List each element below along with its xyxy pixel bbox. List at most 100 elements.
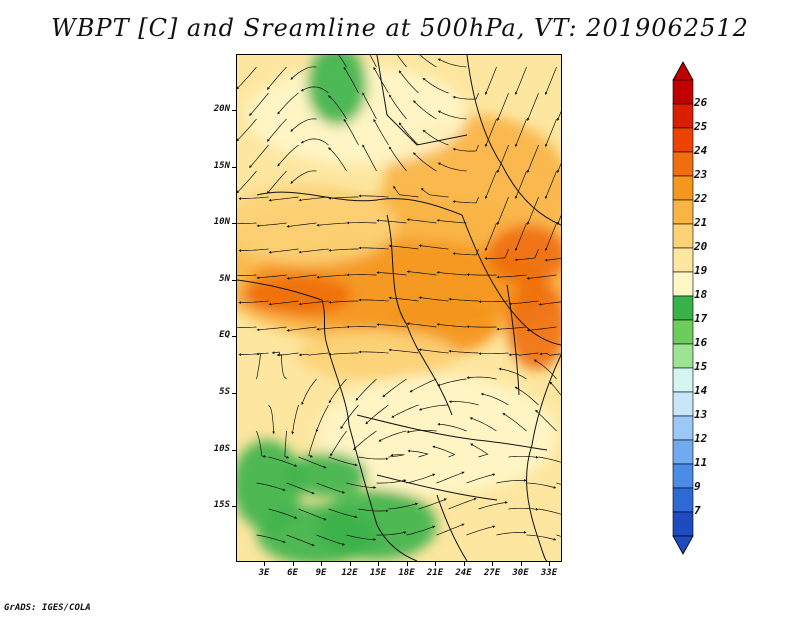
colorbar-label: 15 [694, 360, 708, 373]
field-moderate-equator [297, 330, 457, 380]
streamline-129 [478, 352, 509, 356]
lon-tick [435, 562, 436, 566]
streamline-33 [249, 144, 269, 169]
colorbar-swatch [672, 343, 694, 369]
colorbar-swatch [672, 223, 694, 249]
streamline-48 [362, 144, 377, 172]
streamline-148 [391, 404, 419, 418]
streamline-192 [418, 498, 447, 510]
streamline-140 [466, 376, 497, 380]
boundary-border-5 [356, 414, 548, 451]
streamline-174 [538, 456, 561, 463]
streamline-93 [376, 271, 407, 276]
streamline-193 [448, 497, 477, 510]
streamline-2 [290, 66, 317, 80]
streamline-53 [515, 170, 527, 199]
streamline-35 [300, 138, 329, 146]
boundary-west-coast [237, 279, 418, 561]
streamline-183 [466, 473, 496, 484]
streamline-142 [533, 359, 557, 380]
streamline-182 [436, 471, 465, 484]
streamline-44 [237, 170, 257, 194]
streamline-55 [238, 196, 269, 200]
streamline-73 [436, 219, 467, 224]
colorbar-label: 20 [694, 240, 708, 253]
streamline-36 [343, 118, 359, 146]
streamline-97 [496, 274, 527, 279]
lon-label: 21E [426, 568, 444, 578]
streamline-31 [515, 118, 527, 147]
streamline-58 [328, 196, 359, 200]
streamline-24 [290, 118, 317, 132]
streamline-42 [527, 144, 539, 173]
streamline-102 [328, 300, 359, 304]
streamline-22 [237, 118, 257, 142]
streamline-123 [298, 352, 329, 357]
lat-label: 15S [213, 500, 230, 511]
colorbar-label: 19 [694, 264, 708, 277]
streamline-45 [266, 170, 287, 194]
streamline-103 [358, 298, 389, 302]
colorbar-swatch [672, 439, 694, 465]
field-cool-south [317, 375, 557, 495]
lon-label: 18E [398, 568, 415, 578]
streamline-46 [290, 170, 317, 184]
streamline-18 [452, 92, 479, 100]
streamline-43 [557, 162, 561, 173]
colorbar-top-arrow [672, 61, 694, 81]
boundary-border-4 [461, 214, 561, 346]
streamline-185 [526, 482, 557, 489]
streamline-181 [406, 473, 436, 484]
streamline-156 [308, 430, 317, 458]
streamline-128 [448, 349, 479, 354]
streamline-5 [396, 55, 407, 68]
streamline-21 [557, 110, 561, 121]
streamline-136 [355, 378, 377, 401]
streamline-87 [544, 258, 561, 262]
streamline-77 [238, 248, 269, 252]
streamline-25 [328, 95, 347, 120]
streamline-91 [316, 274, 347, 279]
streamline-86 [514, 248, 539, 262]
streamline-57 [298, 196, 329, 202]
streamline-72 [406, 218, 437, 224]
streamline-178 [316, 482, 346, 494]
streamline-39 [422, 129, 449, 146]
streamline-52 [485, 170, 497, 199]
streamline-195 [508, 507, 539, 511]
field-very-warm-east [487, 225, 561, 285]
streamline-187 [268, 508, 298, 519]
streamline-111 [256, 326, 287, 332]
streamline-121 [238, 352, 269, 356]
streamline-15 [373, 66, 389, 94]
streamline-88 [237, 274, 257, 277]
colorbar-swatch [672, 103, 694, 129]
streamline-200 [316, 534, 346, 546]
boundary-border-1 [376, 55, 468, 146]
software-credit: GrADS: IGES/COLA [4, 603, 91, 613]
streamline-176 [256, 482, 286, 491]
colorbar-label: 14 [694, 384, 708, 397]
streamline-112 [286, 326, 317, 332]
streamline-30 [485, 118, 497, 147]
colorbar-swatch [672, 127, 694, 153]
streamline-149 [418, 404, 449, 411]
streamline-165 [268, 456, 298, 467]
colorbar-swatch [672, 199, 694, 225]
colorbar-label: 17 [694, 312, 708, 325]
streamline-6 [419, 55, 437, 68]
streamline-63 [497, 196, 509, 225]
boundary-border-7 [436, 494, 468, 561]
lat-label: 10N [213, 217, 230, 228]
lon-label: 3E [258, 568, 270, 578]
colorbar-label: 26 [694, 96, 708, 109]
streamline-120 [526, 326, 557, 332]
streamline-159 [378, 430, 407, 442]
streamline-153 [549, 381, 561, 396]
lat-label: 20N [213, 104, 230, 114]
streamline-76 [545, 222, 557, 251]
lat-label: 15N [213, 160, 230, 171]
streamline-169 [388, 453, 405, 458]
streamline-66 [237, 222, 257, 225]
streamline-177 [286, 482, 315, 495]
